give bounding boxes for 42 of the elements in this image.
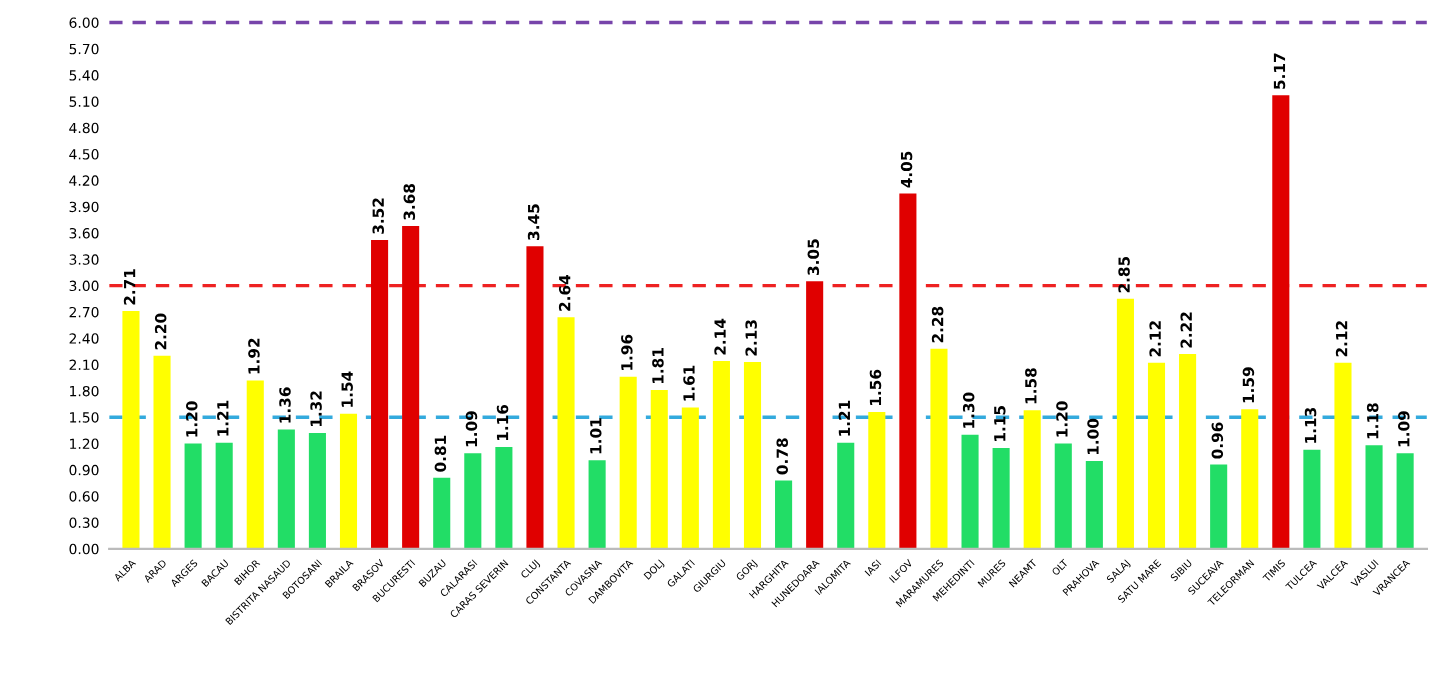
bar [215, 442, 233, 549]
bar [1241, 409, 1259, 549]
bar [1085, 461, 1103, 549]
bar [619, 376, 637, 549]
bar [153, 355, 171, 549]
bar [681, 407, 699, 549]
bar [1210, 464, 1228, 549]
bar [961, 434, 979, 549]
bar [1116, 298, 1134, 549]
bar [277, 429, 295, 549]
bar [992, 447, 1010, 549]
bar [837, 442, 855, 549]
bar [1334, 362, 1352, 549]
bar [371, 240, 389, 549]
bar [402, 226, 420, 549]
bar [1396, 453, 1414, 549]
bar [1179, 354, 1197, 549]
bar [1272, 95, 1290, 549]
bar [1023, 410, 1041, 549]
bar [308, 433, 326, 549]
bar [1365, 445, 1383, 549]
bar [122, 311, 140, 549]
bar [588, 460, 606, 549]
bar [557, 317, 575, 549]
bar [495, 447, 513, 549]
bar [1303, 449, 1321, 549]
bar [743, 361, 762, 549]
bar [464, 453, 482, 549]
bar [526, 246, 544, 549]
bar [712, 361, 730, 549]
bar [775, 480, 793, 549]
bar [246, 380, 264, 549]
bar [868, 411, 886, 549]
bar [1147, 362, 1166, 549]
bar [1054, 443, 1072, 549]
bar [899, 193, 917, 549]
bar [184, 443, 202, 549]
bar [433, 477, 451, 549]
bar [930, 348, 948, 549]
bar [650, 390, 668, 549]
bar [806, 281, 824, 549]
bar [339, 413, 358, 549]
